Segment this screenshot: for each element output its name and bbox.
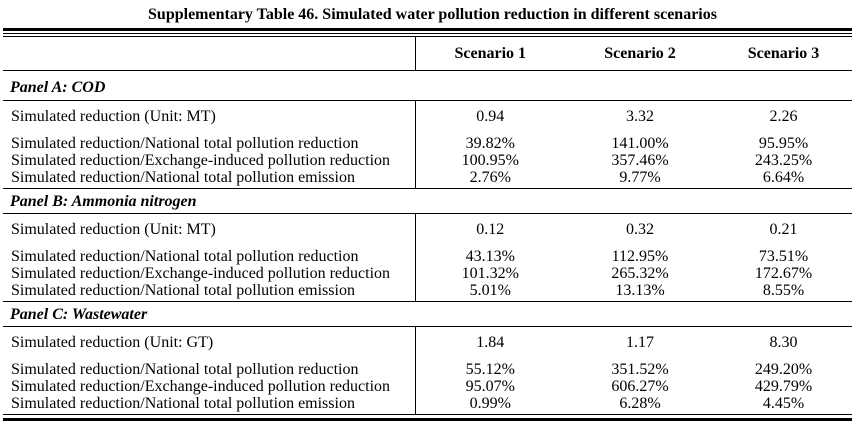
value-cell: 55.12% (465, 360, 515, 378)
value-cell: 6.28% (565, 394, 715, 416)
row-label: Simulated reduction/National total pollu… (3, 281, 416, 303)
table-row: Simulated reduction/Exchange-induced pol… (3, 264, 852, 282)
row-label: Simulated reduction/Exchange-induced pol… (3, 377, 416, 395)
header-row: Scenario 1 Scenario 2 Scenario 3 (3, 37, 852, 72)
value-cell: 73.51% (758, 247, 809, 265)
table-row: Simulated reduction/Exchange-induced pol… (3, 377, 852, 395)
top-rule-thin-line-1 (3, 33, 852, 35)
table-container: Scenario 1 Scenario 2 Scenario 3 Panel A… (0, 28, 852, 421)
table-row: Simulated reduction/National total pollu… (3, 132, 852, 152)
table-row: Simulated reduction (Unit: MT) 0.12 0.32 0.… (3, 213, 852, 246)
value-cell: 112.95% (611, 247, 669, 265)
value-cell: 13.13% (565, 281, 715, 303)
column-header-scenario-1: Scenario 1 (415, 37, 565, 72)
value-cell: 5.01% (415, 281, 565, 303)
value-cell: 100.95% (461, 151, 519, 169)
row-label: Simulated reduction/Exchange-induced pol… (3, 264, 416, 282)
value-cell: 95.95% (758, 134, 809, 152)
panel-header-row: Panel A: COD (3, 70, 852, 102)
value-cell: 0.12 (476, 221, 505, 239)
panel-label: Panel A: COD (3, 70, 852, 102)
column-header-scenario-2: Scenario 2 (565, 37, 715, 72)
row-label: Simulated reduction/Exchange-induced pol… (3, 151, 416, 169)
row-label: Simulated reduction (Unit: MT) (3, 213, 416, 246)
row-label: Simulated reduction/National total pollu… (3, 132, 416, 152)
panel-header-row: Panel B: Ammonia nitrogen (3, 188, 852, 215)
table-body: Panel A: COD Simulated reduction (Unit: M… (3, 70, 852, 416)
table-row: Simulated reduction/Exchange-induced pol… (3, 151, 852, 169)
value-cell: 429.79% (754, 377, 813, 395)
column-header-scenario-3: Scenario 3 (715, 37, 852, 72)
table-row: Simulated reduction (Unit: GT) 1.84 1.17 8.… (3, 326, 852, 359)
value-cell: 243.25% (754, 151, 813, 169)
table-title: Supplementary Table 46. Simulated water … (148, 6, 717, 23)
table-row: Simulated reduction/National total pollu… (3, 358, 852, 378)
value-cell: 101.32% (461, 264, 519, 282)
value-cell: 9.77% (565, 168, 715, 190)
row-label: Simulated reduction/National total pollu… (3, 168, 416, 190)
top-rule (3, 28, 852, 38)
value-cell: 141.00% (611, 134, 669, 152)
row-label: Simulated reduction (Unit: MT) (3, 100, 416, 133)
value-cell: 3.32 (626, 108, 654, 126)
row-label: Simulated reduction (Unit: GT) (3, 326, 416, 359)
table-row: Simulated reduction/National total pollu… (3, 168, 852, 190)
top-rule-thick-line (3, 28, 852, 31)
table-row: Simulated reduction/National total pollu… (3, 394, 852, 416)
data-table: Scenario 1 Scenario 2 Scenario 3 Panel A… (3, 37, 852, 416)
value-cell: 43.13% (465, 247, 515, 265)
value-cell: 6.64% (715, 168, 852, 190)
top-rule-thin-line-2 (3, 36, 852, 38)
value-cell: 357.46% (611, 151, 669, 169)
value-cell: 0.21 (769, 221, 798, 239)
value-cell: 1.17 (626, 334, 654, 352)
value-cell: 4.45% (715, 394, 852, 416)
row-label: Simulated reduction/National total pollu… (3, 358, 416, 378)
value-cell: 2.26 (769, 108, 798, 126)
panel-label: Panel C: Wastewater (3, 301, 852, 328)
row-label: Simulated reduction/National total pollu… (3, 245, 416, 265)
value-cell: 39.82% (465, 134, 515, 152)
panel-label: Panel B: Ammonia nitrogen (3, 188, 852, 215)
value-cell: 0.32 (626, 221, 654, 239)
value-cell: 172.67% (754, 264, 813, 282)
value-cell: 8.55% (715, 281, 852, 303)
value-cell: 0.94 (476, 108, 505, 126)
value-cell: 606.27% (611, 377, 669, 395)
table-row: Simulated reduction/National total pollu… (3, 281, 852, 303)
stub-header-cell (3, 37, 416, 72)
value-cell: 8.30 (769, 334, 798, 352)
value-cell: 0.99% (415, 394, 565, 416)
table-row: Simulated reduction (Unit: MT) 0.94 3.32 2.… (3, 100, 852, 133)
bottom-rule-thick-line (3, 417, 852, 421)
value-cell: 249.20% (754, 360, 813, 378)
row-label: Simulated reduction/National total pollu… (3, 394, 416, 416)
value-cell: 2.76% (415, 168, 565, 190)
value-cell: 351.52% (611, 360, 669, 378)
value-cell: 265.32% (611, 264, 669, 282)
value-cell: 95.07% (465, 377, 515, 395)
panel-header-row: Panel C: Wastewater (3, 301, 852, 328)
table-row: Simulated reduction/National total pollu… (3, 245, 852, 265)
bottom-rule (3, 415, 852, 421)
value-cell: 1.84 (476, 334, 505, 352)
